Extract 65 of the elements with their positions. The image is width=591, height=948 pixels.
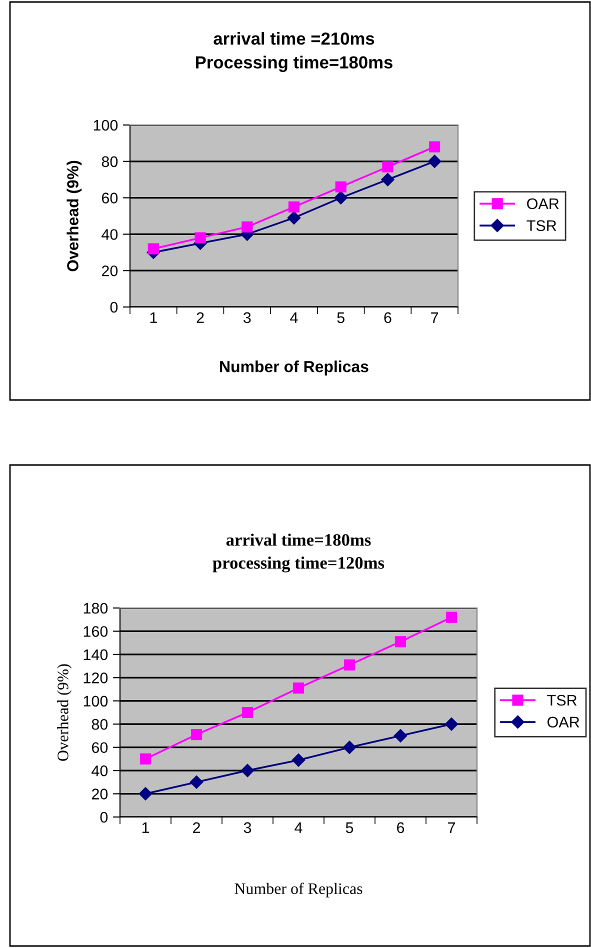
point	[148, 243, 159, 254]
y-tick-label: 60	[92, 742, 108, 754]
x-tick-label: 6	[384, 312, 392, 324]
y-tick-label: 100	[94, 120, 118, 131]
legend-label: TSR	[547, 694, 577, 706]
y-tick-label: 140	[84, 649, 108, 660]
y-tick-label: 40	[92, 765, 108, 776]
legend-label: TSR	[526, 220, 556, 232]
point	[194, 232, 206, 244]
chart-title: arrival time=180ms processing time=120ms	[212, 534, 384, 572]
legend-label: OAR	[527, 198, 559, 210]
point	[334, 191, 348, 204]
x-tick-label: 5	[346, 822, 354, 834]
x-tick-label: 3	[243, 312, 251, 324]
y-axis-title: Overhead (9%)	[57, 664, 72, 761]
y-tick-label: 80	[92, 718, 108, 730]
x-axis-title: Number of Replicas	[234, 882, 362, 898]
point	[190, 776, 204, 789]
point	[288, 201, 300, 212]
y-tick-label: 60	[102, 192, 118, 204]
point	[242, 221, 253, 232]
point	[394, 636, 406, 648]
point	[428, 154, 442, 168]
x-tick-label: 4	[290, 312, 298, 323]
y-tick-label: 20	[92, 788, 108, 800]
x-tick-label: 2	[196, 312, 204, 323]
x-tick-label: 7	[448, 822, 455, 833]
point	[429, 141, 440, 152]
x-tick-label: 5	[337, 312, 344, 324]
point	[292, 682, 304, 694]
chart-title: arrival time =210ms Processing time=180ms	[196, 32, 392, 72]
y-tick-label: 80	[102, 156, 118, 168]
y-tick-label: 0	[110, 302, 118, 313]
point	[335, 181, 346, 192]
x-tick-label: 6	[397, 822, 404, 834]
y-tick-label: 100	[84, 696, 108, 707]
point	[140, 753, 152, 764]
point	[381, 173, 394, 186]
point	[287, 211, 301, 224]
y-tick-label: 0	[100, 812, 108, 823]
x-tick-label: 1	[142, 822, 150, 833]
y-tick-label: 180	[84, 602, 108, 614]
x-tick-label: 2	[193, 822, 200, 833]
x-tick-label: 3	[244, 822, 252, 834]
point	[190, 729, 202, 740]
point	[292, 754, 306, 767]
point	[344, 659, 356, 670]
x-axis-title: Number of Replicas	[220, 360, 368, 376]
y-tick-label: 120	[84, 672, 108, 684]
point	[342, 740, 356, 754]
x-tick-label: 7	[431, 312, 438, 323]
x-tick-label: 4	[294, 822, 302, 833]
y-tick-label: 40	[102, 229, 118, 240]
point	[382, 161, 394, 172]
point	[446, 612, 458, 623]
y-tick-label: 20	[102, 265, 118, 276]
x-tick-label: 1	[150, 312, 157, 323]
point	[242, 706, 254, 718]
point	[444, 718, 458, 731]
y-axis-title: Overhead (9%)	[66, 160, 82, 272]
point	[394, 729, 408, 742]
point	[240, 764, 254, 778]
legend-label: OAR	[548, 716, 580, 728]
point	[138, 787, 152, 800]
y-tick-label: 160	[84, 626, 108, 637]
